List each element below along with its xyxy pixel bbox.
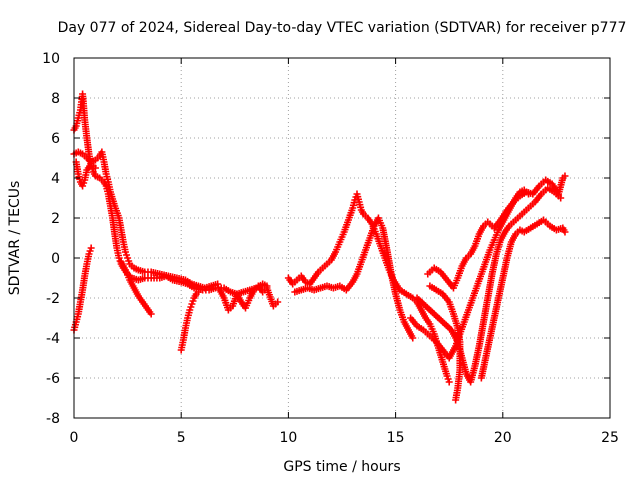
x-tick-label: 5 (177, 430, 186, 446)
y-axis-label: SDTVAR / TECUs (7, 181, 23, 296)
data-point (147, 310, 155, 318)
data-point (557, 194, 565, 202)
y-tick-label: -6 (46, 371, 60, 387)
x-tick-label: 20 (494, 430, 512, 446)
data-point (409, 334, 417, 342)
y-tick-label: -2 (46, 291, 60, 307)
data-point (561, 228, 569, 236)
data-point (452, 396, 460, 404)
x-tick-label: 15 (387, 430, 405, 446)
y-tick-label: 0 (51, 251, 60, 267)
ticks-layer: 0 5 10 15 20 25 -8 -6 -4 -2 0 2 4 6 8 10 (42, 51, 619, 446)
y-tick-label: 6 (51, 131, 60, 147)
y-tick-label: 2 (51, 211, 60, 227)
y-tick-label: 10 (42, 51, 60, 67)
data-point (87, 244, 95, 252)
y-tick-label: 8 (51, 91, 60, 107)
data-point (91, 164, 99, 172)
data-points (70, 90, 569, 404)
grid-layer (74, 58, 610, 418)
data-point (561, 172, 569, 180)
data-point (445, 378, 453, 386)
x-tick-label: 10 (279, 430, 297, 446)
data-point (274, 298, 282, 306)
y-tick-label: -8 (46, 411, 60, 427)
y-tick-label: 4 (51, 171, 60, 187)
y-tick-label: -4 (46, 331, 60, 347)
x-axis-label: GPS time / hours (283, 459, 400, 475)
x-tick-label: 0 (70, 430, 79, 446)
plot-frame (73, 57, 611, 419)
chart-title: Day 077 of 2024, Sidereal Day-to-day VTE… (58, 20, 627, 36)
x-tick-label: 25 (601, 430, 619, 446)
data-point (194, 288, 202, 296)
data-point (214, 280, 222, 288)
